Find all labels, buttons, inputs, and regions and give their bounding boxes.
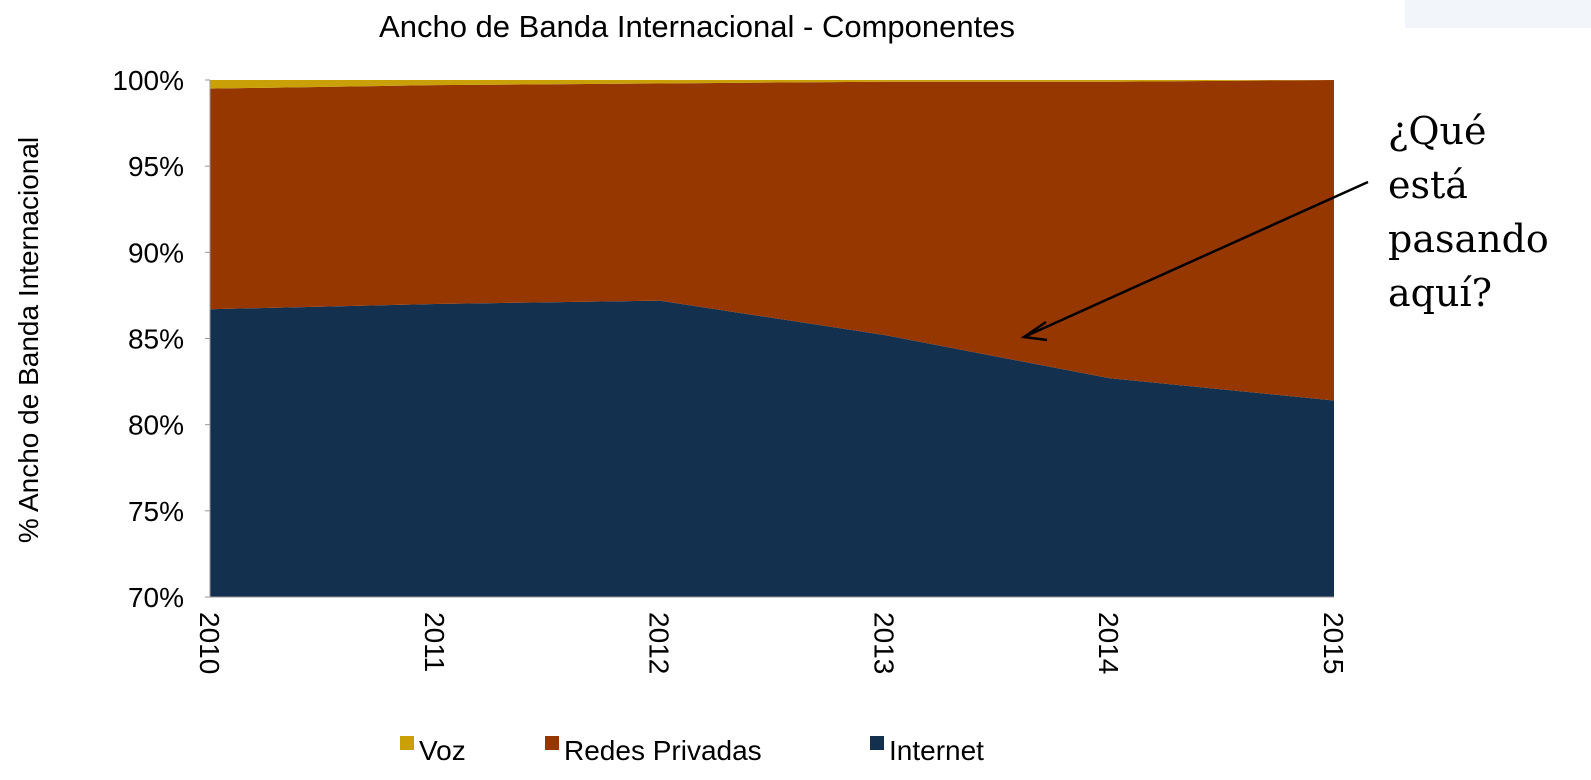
area [210, 300, 1334, 597]
y-tick-label: 80% [128, 410, 184, 441]
y-tick-label: 90% [128, 237, 184, 268]
legend-swatch [400, 736, 414, 750]
annotation-line: aquí? [1388, 271, 1492, 315]
y-axis-label: % Ancho de Banda Internacional [13, 137, 44, 543]
annotation-arrow [1023, 180, 1369, 339]
area [210, 80, 1334, 401]
legend-swatch [870, 736, 884, 750]
corner-panel [1405, 0, 1591, 28]
y-tick-label: 100% [112, 65, 184, 96]
y-tick-label: 95% [128, 151, 184, 182]
x-tick-label: 2015 [1318, 612, 1349, 674]
y-tick-label: 70% [128, 582, 184, 613]
legend-label: Redes Privadas [564, 735, 762, 766]
chart-title: Ancho de Banda Internacional - Component… [379, 9, 1015, 44]
x-tick-label: 2014 [1093, 612, 1124, 674]
y-tick-label: 75% [128, 496, 184, 527]
legend-label: Internet [889, 735, 984, 766]
annotation-line: está [1388, 163, 1468, 207]
legend-swatch [545, 736, 559, 750]
annotation-arrowhead [1020, 320, 1048, 342]
y-tick-label: 85% [128, 324, 184, 355]
x-tick-label: 2012 [644, 612, 675, 674]
x-tick-label: 2011 [419, 612, 450, 672]
annotation-line: pasando [1388, 217, 1549, 261]
x-tick-label: 2010 [194, 612, 225, 674]
annotation-line: ¿Qué [1388, 109, 1487, 153]
plot-area [210, 80, 1334, 597]
legend-label: Voz [419, 735, 466, 766]
x-tick-label: 2013 [868, 612, 899, 674]
area [210, 80, 1334, 89]
